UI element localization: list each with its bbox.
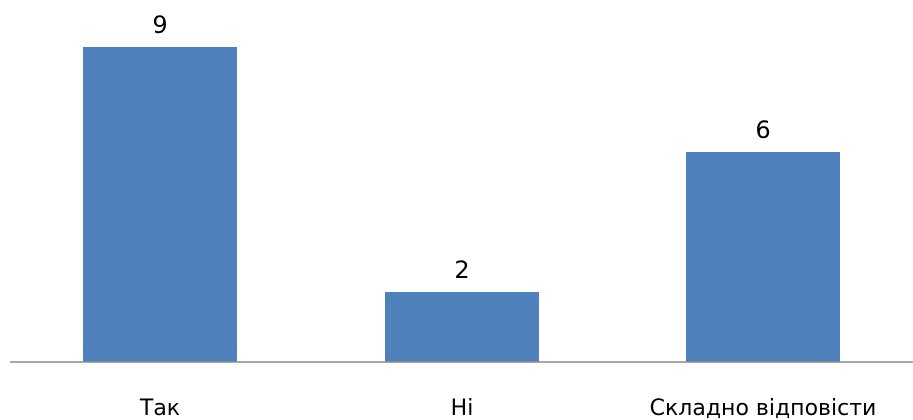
x-tick-label-2: Ні [451,396,474,420]
bar-1 [83,47,237,362]
x-tick-labels-layer: Так Ні Складно відповісти [139,396,876,420]
data-label-3: 6 [755,116,770,144]
data-label-1: 9 [152,11,167,39]
bars-layer [83,47,840,362]
data-label-2: 2 [454,256,469,284]
data-labels-layer: 9 2 6 [152,11,770,284]
bar-3 [686,152,840,362]
bar-2 [385,292,539,362]
x-tick-label-1: Так [139,396,180,420]
x-tick-label-3: Складно відповісти [650,396,877,420]
